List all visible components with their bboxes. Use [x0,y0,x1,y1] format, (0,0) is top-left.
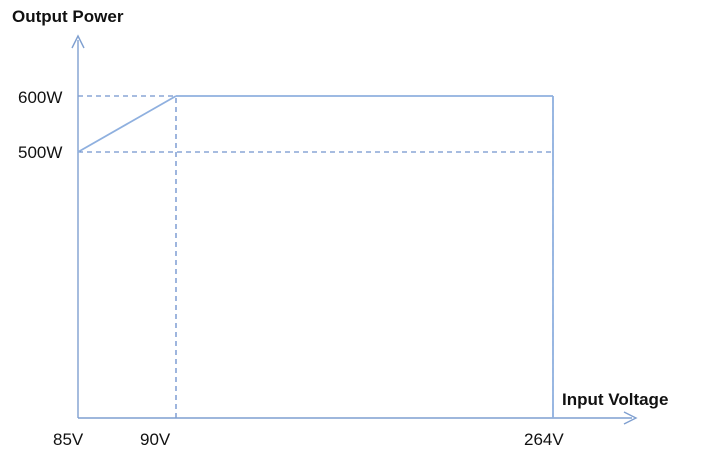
y-tick-label-500w: 500W [18,143,62,162]
x-axis-title: Input Voltage [562,390,668,409]
x-axis-arrowhead [623,411,638,425]
series-layer [77,95,554,418]
guides-layer [78,95,554,418]
series-segment-1 [77,95,177,153]
x-tick-label-90v: 90V [140,430,171,449]
y-tick-label-600w: 600W [18,88,62,107]
x-tick-label-85v: 85V [53,430,84,449]
y-axis-title: Output Power [12,7,124,26]
x-tick-label-264v: 264V [524,430,564,449]
y-axis-arrowhead [71,34,85,49]
axes-layer [71,34,638,425]
